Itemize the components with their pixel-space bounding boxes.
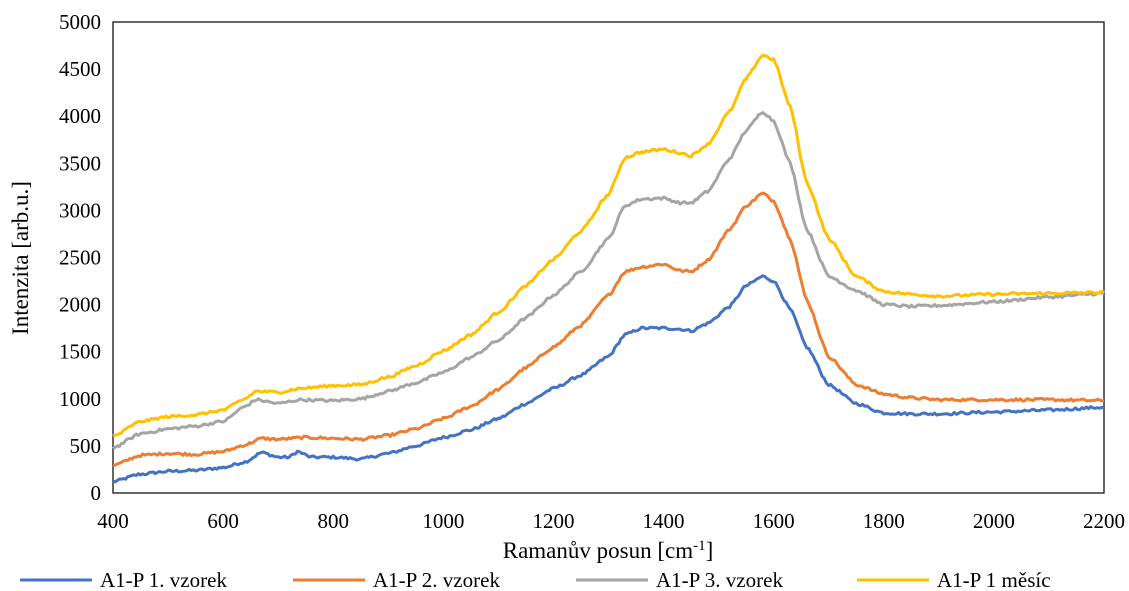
legend: A1-P 1. vzorek A1-P 2. vzorek A1-P 3. vzor… [20, 568, 1051, 591]
y-tick-labels: 0 500 1000 1500 2000 2500 3000 3500 4000 4500 5000 [59, 10, 101, 505]
y-tick-label: 2000 [59, 293, 101, 317]
y-tick-label: 5000 [59, 10, 101, 34]
x-tick-label: 1000 [422, 509, 464, 533]
y-tick-label: 0 [91, 481, 102, 505]
legend-label-4: A1-P 1 měsíc [937, 568, 1051, 591]
plot-frame [112, 21, 1105, 494]
series-line-2 [112, 191, 1105, 467]
legend-label-2: A1-P 2. vzorek [373, 568, 500, 591]
x-axis-title-end: ] [706, 538, 714, 563]
series-line-4 [112, 53, 1105, 438]
y-tick-label: 3000 [59, 198, 101, 222]
x-axis-title-main: Ramanův posun [cm [503, 538, 693, 563]
x-tick-label: 1800 [863, 509, 905, 533]
x-tick-label: 2200 [1083, 509, 1125, 533]
y-tick-label: 1500 [59, 340, 101, 364]
x-tick-label: 1400 [643, 509, 685, 533]
x-axis-title-superscript: -1 [693, 538, 706, 554]
legend-label-3: A1-P 3. vzorek [656, 568, 783, 591]
series-line-3 [112, 111, 1105, 450]
x-tick-label: 2000 [973, 509, 1015, 533]
y-tick-label: 4500 [59, 57, 101, 81]
x-tick-label: 1600 [753, 509, 795, 533]
x-tick-label: 400 [97, 509, 129, 533]
y-tick-label: 500 [70, 434, 102, 458]
plot-area [112, 21, 1105, 494]
x-tick-labels: 400 600 800 1000 1200 1400 1600 1800 2000 2200 [97, 509, 1125, 533]
y-tick-label: 2500 [59, 246, 101, 270]
x-tick-label: 600 [207, 509, 239, 533]
y-tick-label: 4000 [59, 104, 101, 128]
y-tick-label: 1000 [59, 387, 101, 411]
x-axis-title: Ramanův posun [cm-1] [503, 538, 714, 563]
series-line-1 [112, 274, 1105, 484]
y-axis-title: Intenzita [arb.u.] [8, 181, 33, 335]
x-tick-label: 1200 [532, 509, 574, 533]
y-tick-label: 3500 [59, 151, 101, 175]
x-tick-label: 800 [317, 509, 349, 533]
legend-label-1: A1-P 1. vzorek [100, 568, 227, 591]
